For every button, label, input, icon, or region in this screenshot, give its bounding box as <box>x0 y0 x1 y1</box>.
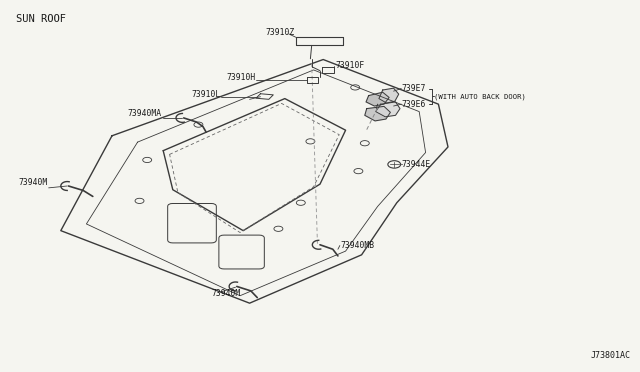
Text: SUN ROOF: SUN ROOF <box>16 14 66 23</box>
Text: 73910Z: 73910Z <box>266 28 295 37</box>
Text: 739E7: 739E7 <box>402 84 426 93</box>
Text: 739E6: 739E6 <box>402 100 426 109</box>
Text: 73910F: 73910F <box>335 61 365 70</box>
Text: 73910L: 73910L <box>191 90 221 99</box>
Polygon shape <box>365 106 390 121</box>
Polygon shape <box>376 102 400 117</box>
Polygon shape <box>366 92 389 106</box>
Text: 73940M: 73940M <box>19 178 48 187</box>
Text: 73940M: 73940M <box>211 289 241 298</box>
Text: 73910H: 73910H <box>227 73 256 81</box>
Text: (WITH AUTO BACK DOOR): (WITH AUTO BACK DOOR) <box>434 93 526 100</box>
Text: J73801AC: J73801AC <box>590 351 630 360</box>
Polygon shape <box>379 88 399 103</box>
Text: 73944E: 73944E <box>402 160 431 169</box>
Text: 73940MA: 73940MA <box>128 109 162 118</box>
Text: 73940MB: 73940MB <box>340 241 374 250</box>
